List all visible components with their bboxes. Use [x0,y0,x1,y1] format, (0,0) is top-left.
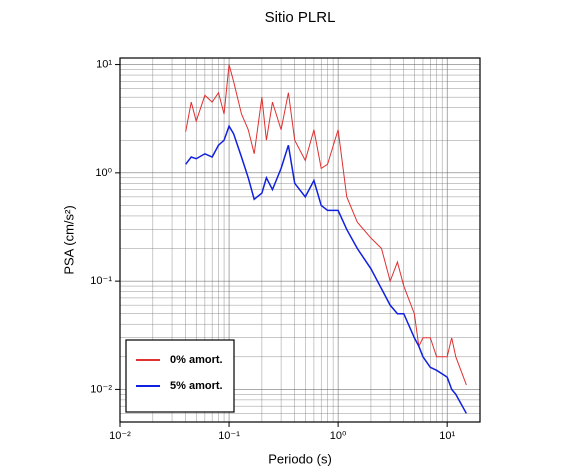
x-axis-label: Periodo (s) [268,451,332,466]
legend-label: 0% amort. [170,354,223,366]
legend-box [125,339,235,413]
chart-title: Sitio PLRL [265,9,336,26]
series-line [185,124,468,414]
x-tick-label: 10⁰ [330,430,347,442]
y-tick-label: 10¹ [96,58,112,70]
y-axis-label: PSA (cm/s²) [61,205,76,274]
x-tick-label: 10⁻¹ [218,430,240,442]
legend-label: 5% amort. [170,380,223,392]
y-tick-label: 10⁻¹ [90,275,112,287]
series-line [185,64,467,386]
plot-frame [119,57,481,423]
y-tick-label: 10⁻² [90,383,112,395]
x-tick-label: 10¹ [439,430,455,442]
y-tick-label: 10⁰ [95,167,112,179]
x-tick-label: 10⁻² [109,430,131,442]
